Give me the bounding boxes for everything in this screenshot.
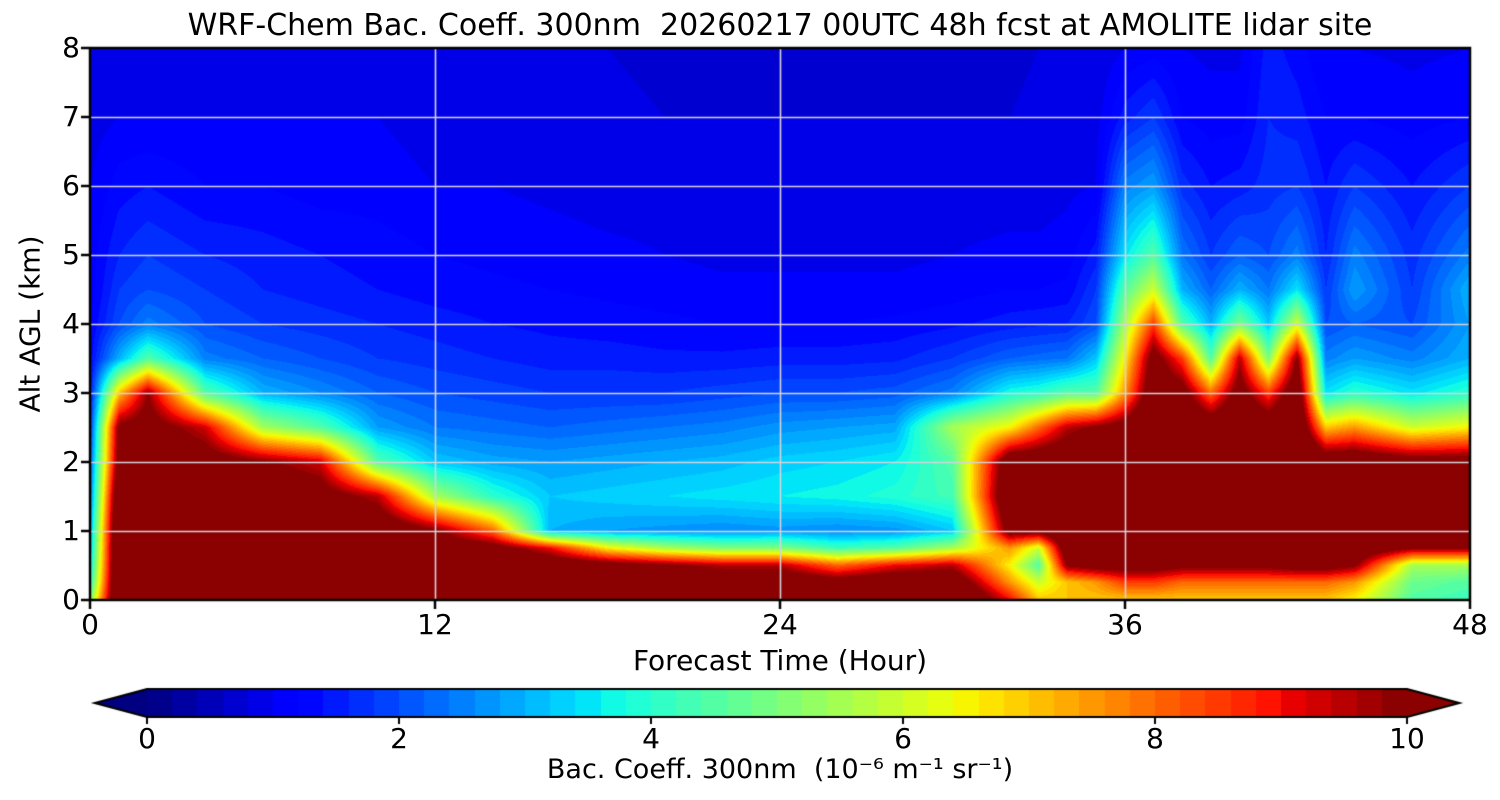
x-tick-label: 36 bbox=[1107, 608, 1143, 641]
colorbar-tick-label: 6 bbox=[894, 722, 912, 755]
x-tick-label: 48 bbox=[1452, 608, 1488, 641]
y-tick-label: 7 bbox=[62, 100, 80, 133]
colorbar-tick-label: 2 bbox=[390, 722, 408, 755]
colorbar-label: Bac. Coeff. 300nm (10⁻⁶ m⁻¹ sr⁻¹) bbox=[546, 754, 1014, 785]
y-tick-label: 0 bbox=[62, 583, 80, 616]
y-tick-label: 3 bbox=[62, 376, 80, 409]
y-tick-label: 6 bbox=[62, 169, 80, 202]
x-axis-label: Forecast Time (Hour) bbox=[632, 644, 928, 677]
y-tick-label: 1 bbox=[62, 514, 80, 547]
x-tick-label: 12 bbox=[417, 608, 453, 641]
chart-title: WRF-Chem Bac. Coeff. 300nm 20260217 00UT… bbox=[187, 8, 1373, 43]
y-tick-label: 4 bbox=[62, 307, 80, 340]
y-tick-label: 2 bbox=[62, 445, 80, 478]
y-tick-label: 8 bbox=[62, 31, 80, 64]
y-tick-label: 5 bbox=[62, 238, 80, 271]
colorbar-tick-label: 0 bbox=[138, 722, 156, 755]
colorbar-tick-label: 4 bbox=[642, 722, 660, 755]
x-tick-label: 24 bbox=[762, 608, 798, 641]
colorbar-tick-label: 10 bbox=[1389, 722, 1425, 755]
colorbar-tick-label: 8 bbox=[1146, 722, 1164, 755]
x-tick-label: 0 bbox=[81, 608, 99, 641]
